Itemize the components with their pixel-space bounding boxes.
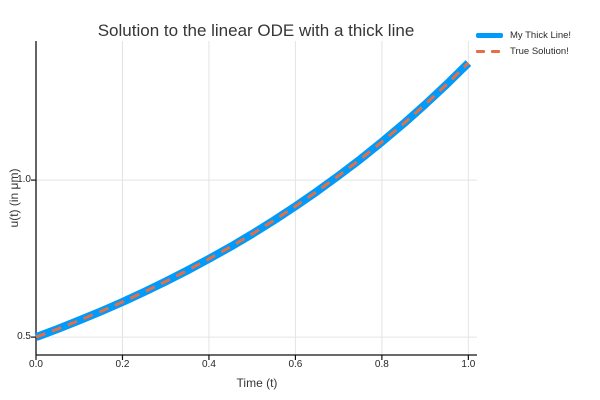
legend-item-true-solution: True Solution! [476,45,571,58]
y-tick-label: 1.0 [17,174,31,186]
y-axis-label: u(t) (in μm) [7,168,21,228]
series-line-thick [34,60,472,341]
plot-title: Solution to the linear ODE with a thick … [97,21,415,40]
x-tick-label: 0.0 [29,359,43,370]
legend-label-thick-line: My Thick Line! [510,30,572,41]
x-axis-label: Time (t) [236,376,278,390]
legend-dash-segment [476,50,485,53]
legend-label-true-solution: True Solution! [510,46,569,57]
series-line-true-solution [35,61,470,339]
legend: My Thick Line! True Solution! [476,29,571,58]
x-tick-label: 0.2 [115,359,130,370]
legend-swatch-thick-line-icon [476,33,503,38]
legend-dash-segment [491,50,500,53]
x-tick-label: 0.4 [201,359,216,370]
x-tick-label: 0.6 [288,359,303,370]
x-tick-label: 0.8 [374,359,389,370]
y-tick-label: 0.5 [17,331,31,343]
legend-swatch-dashed-line-icon [476,50,503,53]
legend-item-thick-line: My Thick Line! [476,29,571,42]
x-tick-label: 1.0 [461,359,476,370]
